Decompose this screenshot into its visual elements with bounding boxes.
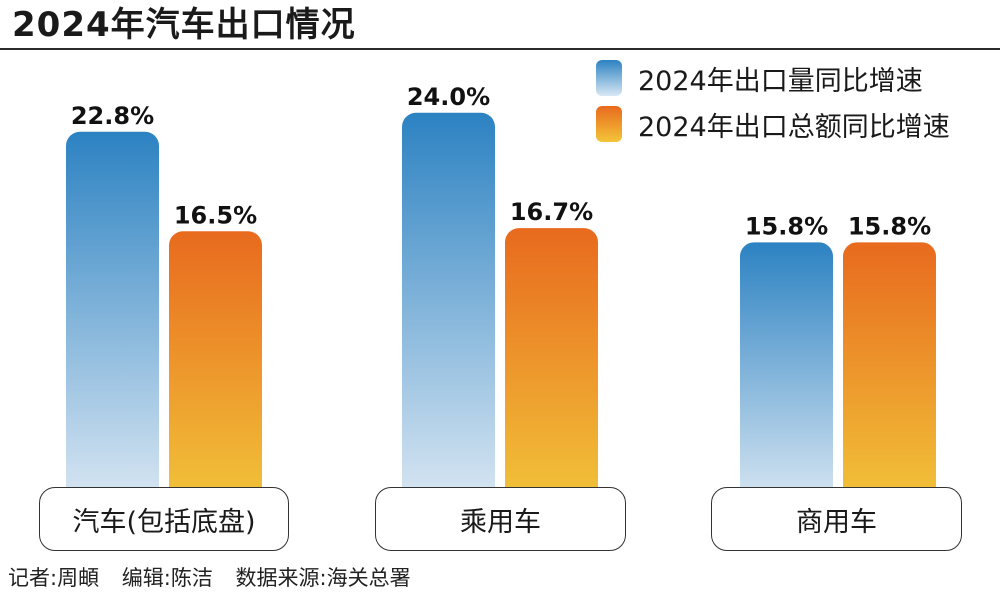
bar-volume-0 [66,131,159,512]
legend-item-value: 2024年出口总额同比增速 [596,104,996,144]
data-label-volume-0: 22.8% [71,102,154,130]
data-label-value-1: 16.7% [510,198,593,226]
footer-credits: 记者:周頔 编辑:陈洁 数据来源:海关总署 [8,562,427,592]
bar-value-0 [169,231,262,513]
category-label-passenger: 乘用车 [375,487,626,551]
bar-value-2 [843,242,936,513]
legend-label-value: 2024年出口总额同比增速 [638,111,950,143]
footer-reporter: 记者:周頔 [8,566,100,590]
legend-swatch-volume [596,60,622,96]
data-label-volume-2: 15.8% [745,212,828,240]
title-divider [0,48,1000,50]
bar-volume-1 [402,112,495,513]
bar-volume-2 [740,242,833,513]
legend-label-volume: 2024年出口量同比增速 [638,65,923,97]
data-label-value-2: 15.8% [848,212,931,240]
footer-editor: 编辑:陈洁 [121,566,213,590]
legend-swatch-value [596,106,622,142]
bar-value-1 [505,228,598,512]
data-label-volume-1: 24.0% [407,83,490,111]
chart-title: 2024年汽车出口情况 [12,5,356,45]
category-label-commercial: 商用车 [711,487,962,551]
footer-source: 数据来源:海关总署 [235,566,411,590]
legend-item-volume: 2024年出口量同比增速 [596,58,996,98]
data-label-value-0: 16.5% [174,201,257,229]
category-label-autos: 汽车(包括底盘) [39,487,289,551]
